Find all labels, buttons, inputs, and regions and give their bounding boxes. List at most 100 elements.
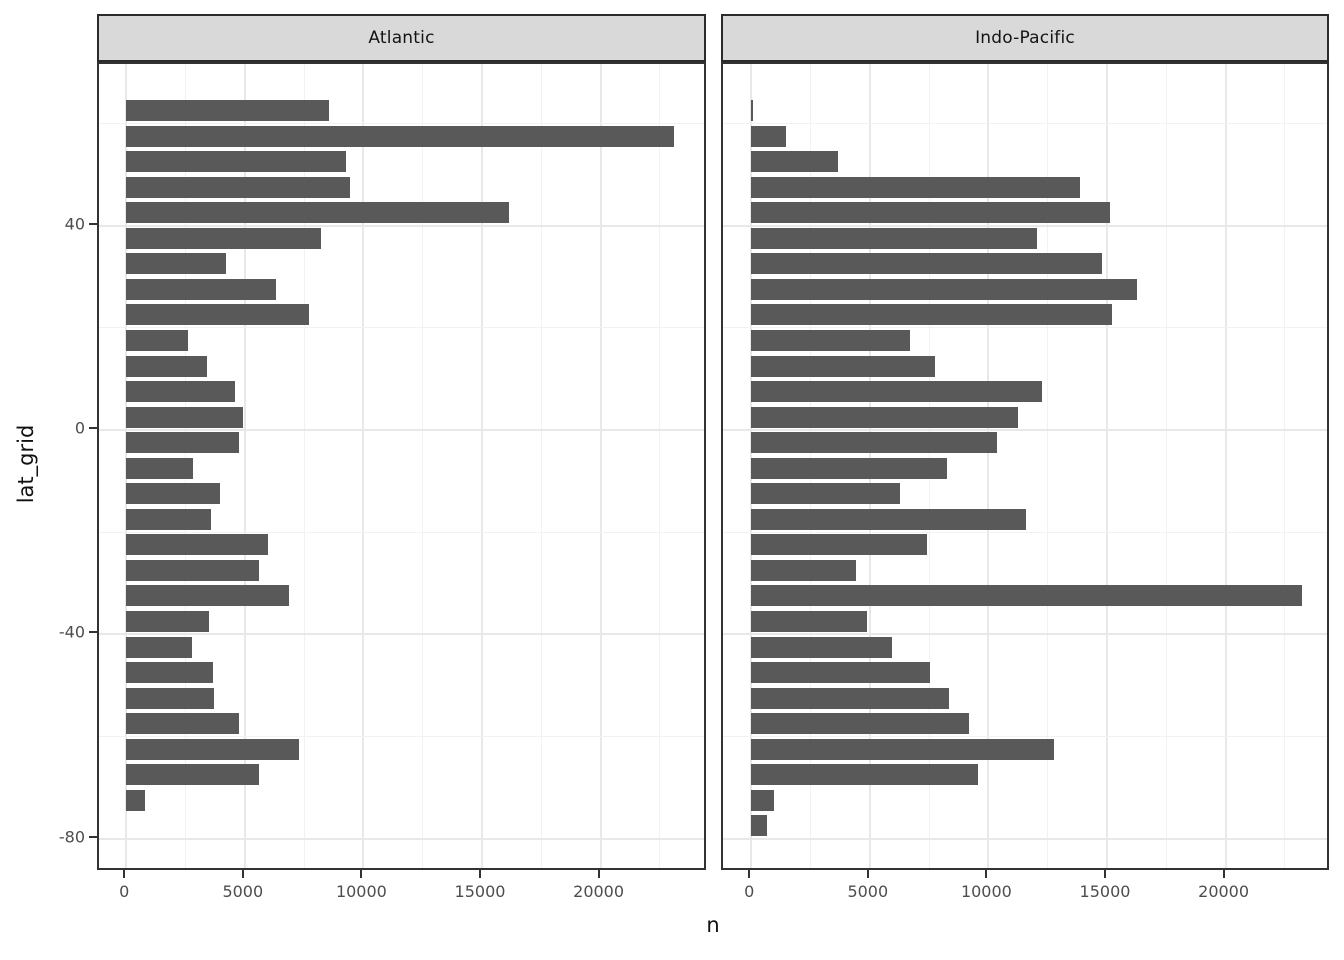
facet-strip-label: Indo-Pacific xyxy=(975,28,1075,48)
bar xyxy=(126,559,260,581)
y-minor-gridline xyxy=(723,531,1327,533)
facet-strip-atlantic: Atlantic xyxy=(97,14,706,62)
x-axis-tick xyxy=(1222,870,1225,878)
bar xyxy=(126,381,236,403)
x-axis-tick xyxy=(123,870,126,878)
y-axis-tick xyxy=(89,426,97,429)
bar xyxy=(751,534,928,556)
bar xyxy=(126,100,329,122)
x-minor-gridline xyxy=(540,64,542,868)
bar xyxy=(751,176,1081,198)
y-major-gridline xyxy=(723,428,1327,431)
x-axis-tick xyxy=(597,870,600,878)
x-axis-title: n xyxy=(706,913,720,937)
y-major-gridline xyxy=(99,837,704,840)
x-axis-tick xyxy=(479,870,481,878)
x-axis-tick-label: 5000 xyxy=(222,882,264,901)
x-axis-tick-label: 20000 xyxy=(1198,882,1250,901)
x-minor-gridline xyxy=(1047,64,1049,868)
x-major-gridline xyxy=(599,64,602,868)
bar xyxy=(751,406,1019,428)
bar xyxy=(126,483,221,505)
bar xyxy=(126,738,300,760)
bar xyxy=(126,508,212,530)
bar xyxy=(126,457,193,479)
y-axis-tick-label: 40 xyxy=(64,214,85,234)
x-axis-tick-label: 0 xyxy=(744,882,755,901)
panel-indo-pacific xyxy=(721,62,1329,870)
x-major-gridline xyxy=(987,64,990,868)
bar xyxy=(751,559,856,581)
x-minor-gridline xyxy=(1284,64,1286,868)
y-minor-gridline xyxy=(99,122,704,124)
x-axis-tick-label: 5000 xyxy=(847,882,889,901)
y-axis-tick xyxy=(89,222,97,225)
y-minor-gridline xyxy=(723,735,1327,737)
x-minor-gridline xyxy=(303,64,305,868)
bar xyxy=(751,100,753,122)
bar xyxy=(751,687,950,709)
x-axis-tick xyxy=(360,870,363,878)
x-axis-tick xyxy=(748,870,751,878)
y-axis-tick-label: -80 xyxy=(58,827,85,847)
x-major-gridline xyxy=(1224,64,1227,868)
bar xyxy=(751,125,787,147)
y-major-gridline xyxy=(723,633,1327,636)
bar xyxy=(751,278,1137,300)
x-major-gridline xyxy=(481,64,483,868)
bar xyxy=(126,330,188,351)
bar xyxy=(126,610,209,632)
x-major-gridline xyxy=(362,64,365,868)
bar xyxy=(126,534,269,556)
bar xyxy=(126,406,243,428)
bar xyxy=(751,610,868,632)
bar xyxy=(751,253,1102,275)
y-major-gridline xyxy=(723,224,1327,227)
bar xyxy=(126,151,346,173)
bar xyxy=(126,355,207,377)
facet-strip-indo-pacific: Indo-Pacific xyxy=(721,14,1329,62)
bar xyxy=(751,585,1303,607)
x-minor-gridline xyxy=(659,64,661,868)
y-minor-gridline xyxy=(723,327,1327,329)
x-axis-tick xyxy=(1104,870,1106,878)
bar xyxy=(751,355,936,377)
bar xyxy=(751,815,768,837)
bar xyxy=(126,202,510,224)
x-major-gridline xyxy=(1106,64,1108,868)
bar xyxy=(126,636,192,658)
bar xyxy=(751,227,1037,249)
bar xyxy=(751,738,1055,760)
bar xyxy=(126,585,290,607)
bar xyxy=(751,432,998,454)
bar xyxy=(751,330,911,351)
bar xyxy=(751,789,775,811)
bar xyxy=(751,202,1110,224)
bar xyxy=(126,713,240,735)
facet-strip-label: Atlantic xyxy=(368,28,435,48)
x-axis-tick xyxy=(866,870,869,878)
bar xyxy=(751,662,931,684)
x-axis-tick-label: 10000 xyxy=(960,882,1012,901)
bar xyxy=(751,151,838,173)
y-axis-tick-label: 0 xyxy=(74,418,85,438)
y-minor-gridline xyxy=(99,735,704,737)
bar xyxy=(126,304,309,326)
bar xyxy=(751,457,948,479)
bar xyxy=(126,432,239,454)
bar xyxy=(751,764,978,786)
bar xyxy=(751,483,900,505)
panel-atlantic xyxy=(97,62,706,870)
bar xyxy=(126,227,321,249)
y-major-gridline xyxy=(99,224,704,227)
bar xyxy=(126,764,260,786)
bar xyxy=(126,789,146,811)
y-axis-tick xyxy=(89,631,97,634)
y-axis-tick xyxy=(89,835,97,838)
y-minor-gridline xyxy=(99,531,704,533)
bar xyxy=(751,636,893,658)
x-axis-tick xyxy=(985,870,988,878)
x-axis-tick-label: 10000 xyxy=(335,882,387,901)
y-major-gridline xyxy=(99,633,704,636)
